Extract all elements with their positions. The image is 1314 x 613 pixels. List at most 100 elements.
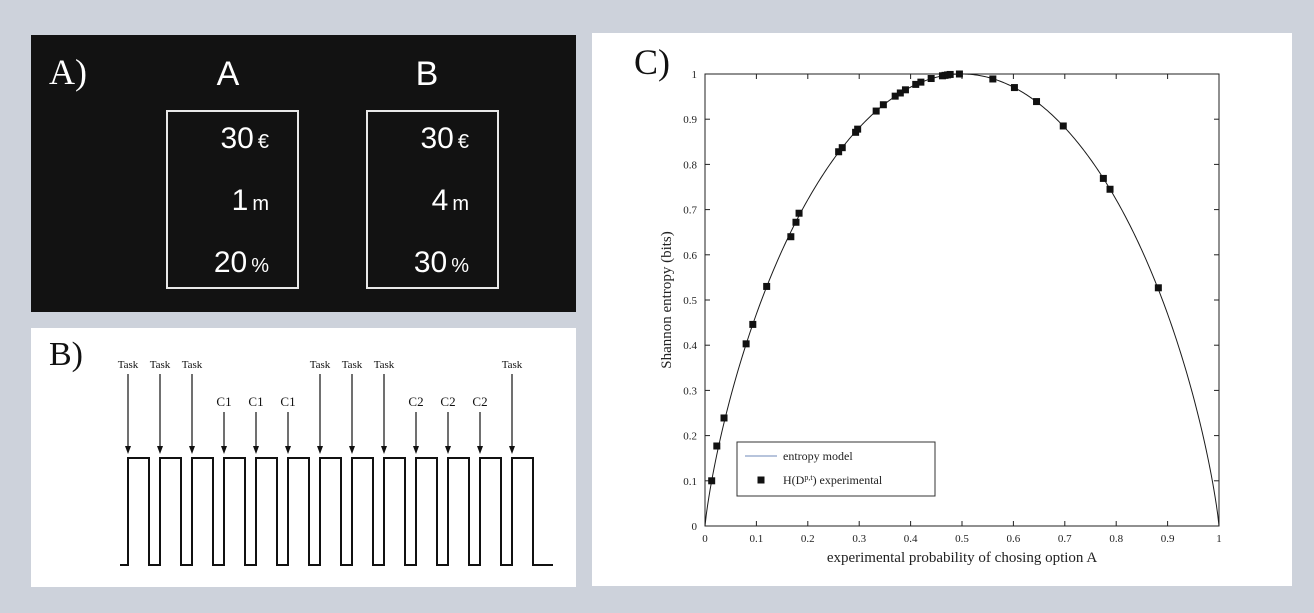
arrow-head (125, 446, 131, 454)
legend-experimental-swatch (757, 476, 765, 484)
arrow-label: Task (502, 359, 523, 371)
panel-c-label: C) (634, 42, 670, 82)
experimental-point (749, 320, 757, 328)
x-tick-label: 0.9 (1161, 533, 1175, 545)
arrow-head (413, 446, 419, 454)
arrow-head (477, 446, 483, 454)
option-a-reward-unit: € (257, 131, 269, 153)
arrow-head (253, 446, 259, 454)
experimental-point (713, 442, 721, 450)
option-b-probability: 30% (414, 246, 469, 280)
option-b-delay-value: 4 (431, 184, 449, 217)
option-a-probability: 20% (214, 246, 269, 280)
option-b-reward: 30 € (421, 122, 470, 156)
y-tick-label: 0.7 (683, 205, 697, 217)
experimental-point (720, 414, 728, 422)
x-tick-label: 0.5 (955, 533, 969, 545)
x-tick-label: 0.8 (1109, 533, 1123, 545)
experimental-point (1099, 174, 1107, 182)
x-tick-label: 0.4 (904, 533, 918, 545)
arrow-label: Task (342, 359, 363, 371)
experimental-point (955, 70, 963, 78)
arrow-head (445, 446, 451, 454)
experimental-point (795, 209, 803, 217)
experimental-point (792, 218, 800, 226)
x-tick-label: 0.6 (1007, 533, 1021, 545)
legend-entropy-model-label: entropy model (783, 449, 853, 463)
y-tick-label: 0.8 (683, 159, 697, 171)
arrow-label: C1 (280, 394, 295, 409)
option-a-probability-unit: % (251, 255, 269, 277)
option-b-reward-value: 30 (420, 122, 454, 155)
panel-c-entropy-chart: C) 0 0.1 0.2 0.3 0.4 0.5 0.6 0.7 0.8 0.9 1 0 0.1 0.2 0… (592, 33, 1292, 586)
arrow-head (189, 446, 195, 454)
panel-a-label: A) (49, 52, 87, 92)
x-tick-label: 0.2 (801, 533, 815, 545)
experimental-point (917, 78, 925, 86)
option-b-delay-unit: m (452, 193, 469, 215)
experimental-point (1010, 84, 1018, 92)
x-tick-label: 1 (1216, 533, 1222, 545)
experimental-point (891, 92, 899, 100)
x-axis-label: experimental probability of chosing opti… (827, 550, 1098, 566)
arrow-head (221, 446, 227, 454)
option-a-probability-value: 20 (213, 246, 248, 279)
arrow-label: C1 (248, 394, 263, 409)
y-tick-label: 0.6 (683, 250, 697, 262)
arrow-label: Task (118, 359, 139, 371)
experimental-point (901, 86, 909, 94)
experimental-point (879, 101, 887, 109)
experimental-point (838, 144, 846, 152)
y-tick-label: 0.4 (683, 340, 697, 352)
y-tick-label: 0.5 (683, 295, 697, 307)
panel-b-timeline: B) Task Task Task C1 C1 C1 Task Task Task C2 C2 C2 T… (31, 328, 576, 587)
arrow-head (157, 446, 163, 454)
arrow-label: C2 (472, 394, 487, 409)
option-b-probability-value: 30 (413, 246, 448, 279)
arrow-label: Task (374, 359, 395, 371)
arrow-head (285, 446, 291, 454)
option-b-reward-unit: € (457, 131, 469, 153)
experimental-point (946, 70, 954, 78)
option-a-delay-unit: m (252, 193, 269, 215)
y-tick-label: 0.3 (683, 385, 697, 397)
y-tick-label: 1 (692, 69, 698, 81)
experimental-point (989, 75, 997, 83)
experimental-point (896, 89, 904, 97)
experimental-point (1033, 98, 1041, 106)
arrow-head (381, 446, 387, 454)
y-axis-label: Shannon entropy (bits) (659, 231, 675, 368)
experimental-point (708, 477, 716, 485)
experimental-point (835, 148, 843, 156)
option-a-reward: 30 € (221, 122, 270, 156)
experimental-point (927, 75, 935, 83)
arrow-label: Task (182, 359, 203, 371)
legend-box (736, 441, 936, 497)
experimental-point (854, 125, 862, 133)
experimental-point (912, 80, 920, 88)
experimental-point (872, 107, 880, 115)
arrow-label: C1 (216, 394, 231, 409)
arrow-head (349, 446, 355, 454)
arrow-label: C2 (408, 394, 423, 409)
panel-b-label: B) (49, 336, 83, 373)
entropy-scatter-chart: 0 0.1 0.2 0.3 0.4 0.5 0.6 0.7 0.8 0.9 1 0 0.1 0.2 0.3 0… (659, 69, 1222, 566)
x-tick-label: 0.1 (750, 533, 764, 545)
legend-experimental-label: H(Dp,t) experimental (783, 473, 883, 488)
y-tick-label: 0.2 (683, 431, 697, 443)
option-b-header: B (415, 55, 439, 93)
pulse-train-line (120, 457, 553, 566)
option-a-reward-value: 30 (220, 122, 254, 155)
experimental-point (1154, 284, 1162, 292)
arrow-head (317, 446, 323, 454)
experimental-point (763, 282, 771, 290)
x-tick-label: 0 (702, 533, 708, 545)
y-tick-label: 0 (692, 521, 698, 533)
experimental-point (1106, 185, 1114, 193)
y-tick-label: 0.1 (683, 476, 697, 488)
